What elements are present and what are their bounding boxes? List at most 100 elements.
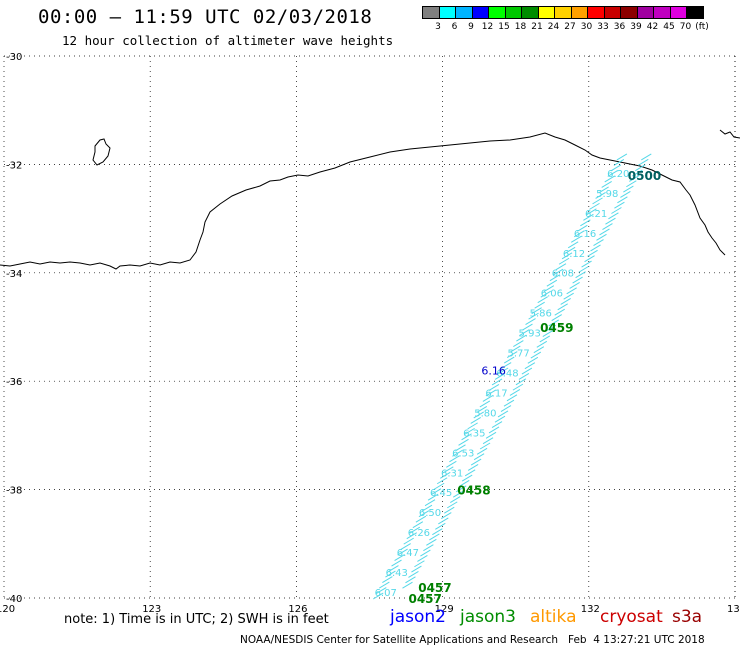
- track-tick: [524, 362, 536, 370]
- track-tick: [580, 219, 591, 227]
- latitude-label: -32: [6, 160, 22, 171]
- track-tick: [613, 159, 625, 166]
- track-sample-label: 6.08: [552, 269, 574, 280]
- track-tick: [427, 493, 439, 501]
- track-tick: [584, 255, 595, 263]
- track-tick: [497, 410, 509, 418]
- track-tick: [560, 298, 571, 305]
- track-tick: [436, 477, 448, 485]
- track-tick: [433, 482, 445, 490]
- track-tick: [581, 260, 592, 268]
- satellite-legend-cryosat: cryosat: [600, 607, 663, 627]
- track-tick: [610, 164, 622, 172]
- track-tick: [527, 356, 539, 364]
- track-tick: [521, 367, 533, 375]
- track-tick: [522, 323, 533, 331]
- track-tick: [607, 170, 619, 177]
- track-tick: [430, 488, 442, 496]
- track-tick: [405, 576, 416, 584]
- track-tick: [509, 389, 521, 396]
- track-sample-label: 6.43: [386, 568, 408, 579]
- track-tick: [376, 587, 387, 594]
- track-tick: [435, 522, 446, 530]
- track-tick: [549, 274, 561, 282]
- track-tick: [409, 526, 421, 534]
- time-label: 0459: [540, 321, 573, 335]
- track-tick: [443, 466, 454, 474]
- track-sample-label: 6.31: [441, 468, 463, 479]
- track-tick: [604, 175, 615, 183]
- color-scale-tick: 18: [514, 22, 527, 32]
- latitude-label: -40: [6, 594, 22, 605]
- track-tick: [593, 239, 604, 247]
- track-tick: [626, 180, 637, 188]
- track-tick: [507, 351, 518, 358]
- track-tick: [587, 249, 598, 257]
- track-tick: [555, 263, 567, 271]
- time-label: 0457: [408, 592, 441, 606]
- track-tick: [432, 528, 443, 536]
- track-sample-label: 6.53: [452, 448, 474, 459]
- track-tick: [455, 444, 466, 452]
- color-scale-tick: 3: [435, 22, 441, 32]
- track-tick: [473, 411, 485, 419]
- track-tick: [488, 426, 500, 434]
- track-tick: [519, 329, 530, 337]
- track-tick: [439, 471, 451, 479]
- track-tick: [614, 201, 625, 209]
- track-tick: [558, 257, 570, 265]
- footnote: note: 1) Time is in UTC; 2) SWH is in fe…: [64, 612, 329, 627]
- track-tick: [476, 405, 488, 413]
- track-tick: [586, 208, 597, 216]
- track-tick: [589, 202, 600, 210]
- track-sample-label: 6.12: [563, 249, 585, 260]
- track-tick: [394, 554, 405, 562]
- track-sample-labels: 6.07 6.43 6.47 6.26 6.50 6.45 6.31 6.53 6.35 5.80…: [375, 169, 630, 599]
- track-tick: [575, 271, 586, 279]
- longitude-label: 120: [0, 604, 15, 615]
- color-scale-tick: 70: [679, 22, 692, 32]
- page-title: 00:00 – 11:59 UTC 02/03/2018: [38, 6, 373, 28]
- track-tick: [476, 447, 488, 455]
- color-scale-tick: 30: [580, 22, 593, 32]
- track-tick: [417, 554, 428, 562]
- track-tick: [629, 174, 640, 182]
- track-tick: [479, 442, 491, 450]
- track-tick: [578, 265, 589, 273]
- track-tick: [467, 422, 478, 430]
- track-tick: [574, 230, 585, 238]
- track-tick: [632, 169, 643, 177]
- track-tick: [485, 431, 497, 439]
- track-tick: [429, 533, 440, 541]
- track-tick: [464, 427, 475, 435]
- track-tick: [391, 559, 402, 567]
- color-scale-tick: 9: [468, 22, 474, 32]
- track-tick: [449, 455, 460, 463]
- track-tick: [545, 324, 557, 332]
- track-tick: [421, 504, 433, 512]
- track-tick: [372, 592, 384, 600]
- track-tick: [470, 416, 481, 424]
- island-coastline: [92, 138, 111, 166]
- track-tick: [379, 581, 390, 589]
- track-tick: [542, 330, 554, 338]
- track-tick: [494, 415, 506, 423]
- track-tick: [403, 537, 414, 545]
- track-tick: [570, 235, 582, 243]
- track-tick: [608, 212, 619, 220]
- track-tick: [420, 549, 431, 557]
- track-tick: [415, 515, 427, 523]
- track-tick: [552, 268, 564, 276]
- time-label: 0457: [418, 581, 451, 595]
- jason2-sample-label: 6.16: [481, 364, 506, 377]
- color-scale-tick: 45: [663, 22, 675, 32]
- longitude-label: 129: [435, 604, 454, 615]
- satellite-legend-jason2: jason2: [390, 607, 446, 627]
- track-tick: [488, 384, 500, 391]
- wave-height-color-scale: [422, 6, 704, 19]
- track-tick: [497, 367, 509, 375]
- lat-lon-grid: [3, 55, 736, 599]
- track-sample-label: 6.21: [585, 209, 607, 220]
